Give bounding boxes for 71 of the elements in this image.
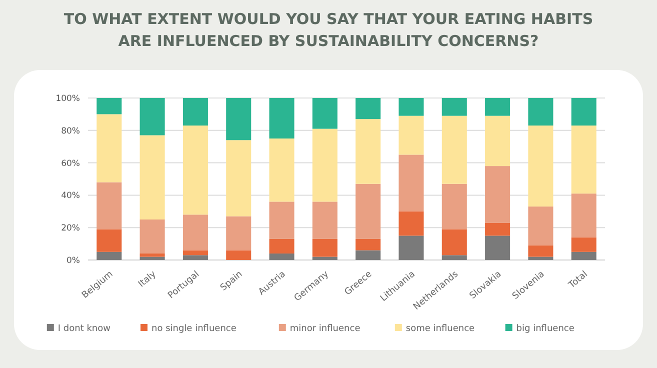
- bar: [528, 206, 554, 246]
- bar: [356, 250, 381, 260]
- bar: [140, 254, 165, 257]
- bar: [571, 126, 596, 194]
- bar: [442, 98, 467, 116]
- bar: [96, 114, 122, 182]
- bar: [442, 255, 467, 260]
- bar: [442, 184, 467, 230]
- legend-label: I dont know: [58, 324, 111, 334]
- bar: [571, 237, 596, 252]
- y-tick-label: 80%: [61, 126, 80, 136]
- bar: [528, 256, 554, 260]
- bar: [96, 98, 122, 114]
- legend-label: some influence: [406, 324, 476, 334]
- bar: [312, 98, 338, 129]
- y-tick-label: 20%: [61, 224, 80, 234]
- y-tick-label: 60%: [61, 158, 80, 169]
- y-tick-label: 40%: [61, 191, 80, 202]
- bar: [269, 98, 294, 138]
- bar: [356, 184, 381, 239]
- bar: [528, 126, 554, 207]
- legend-label: no single influence: [152, 324, 237, 334]
- bar: [398, 211, 424, 236]
- legend-label: big influence: [516, 324, 575, 334]
- bar: [485, 98, 510, 116]
- y-tick-label: 100%: [56, 94, 80, 104]
- bar: [442, 116, 467, 184]
- bar: [269, 202, 294, 239]
- bar: [398, 236, 424, 260]
- bar: [182, 214, 208, 250]
- bar: [485, 166, 510, 223]
- chart-title: TO WHAT EXTENT WOULD YOU SAY THAT YOUR EATING HABITS ARE INFLUENCED BY SUSTAINABILITY CONCERNS?: [64, 10, 594, 50]
- bar: [182, 98, 208, 126]
- bar: [398, 116, 424, 155]
- bar: [485, 236, 510, 260]
- bar: [442, 229, 467, 256]
- bar: [571, 98, 596, 126]
- bar: [269, 138, 294, 202]
- bar: [528, 98, 554, 126]
- bar: [312, 238, 338, 257]
- bar: [312, 202, 338, 239]
- bar: [485, 222, 510, 236]
- legend-label: minor influence: [290, 324, 361, 334]
- bar: [96, 229, 122, 252]
- bar: [356, 98, 381, 120]
- bar: [398, 154, 424, 212]
- bar: [398, 98, 424, 116]
- bar: [356, 119, 381, 184]
- bar: [140, 135, 165, 220]
- bar: [226, 98, 252, 140]
- bar: [226, 250, 252, 260]
- bar: [182, 250, 208, 256]
- bar: [312, 256, 338, 260]
- bar: [140, 256, 165, 260]
- bar: [312, 128, 338, 202]
- bar: [528, 245, 554, 257]
- bar: [571, 194, 596, 238]
- bar: [96, 252, 122, 260]
- bar: [485, 116, 510, 166]
- bar: [140, 220, 165, 254]
- bar: [226, 140, 252, 216]
- bar: [96, 182, 122, 230]
- bar: [182, 126, 208, 215]
- bar: [269, 238, 294, 254]
- bar: [182, 255, 208, 260]
- bar: [269, 254, 294, 260]
- bar: [356, 238, 381, 250]
- y-tick-label: 0%: [66, 256, 80, 266]
- bar: [226, 216, 252, 250]
- bar: [140, 98, 165, 136]
- bar: [571, 252, 596, 260]
